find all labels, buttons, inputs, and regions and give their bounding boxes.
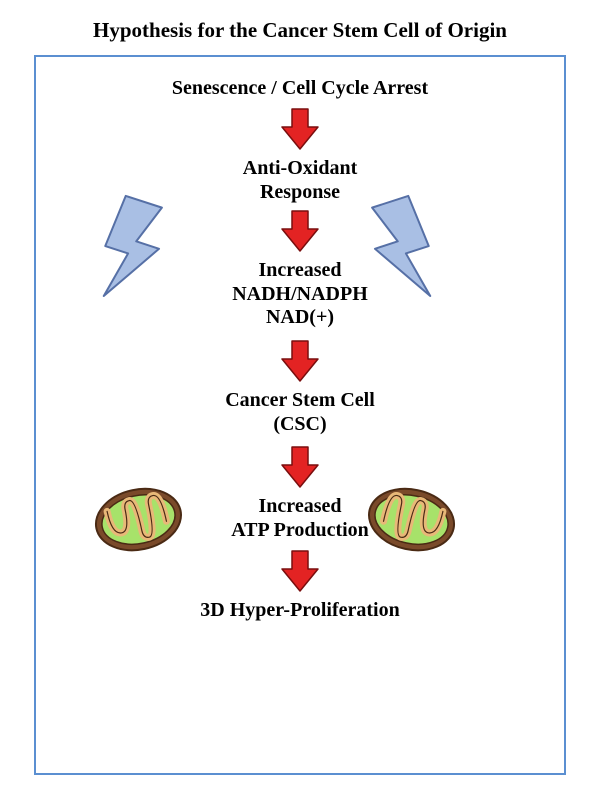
arrow-3 bbox=[280, 339, 320, 388]
arrow-5 bbox=[280, 549, 320, 598]
stage-text: Increased bbox=[259, 259, 342, 281]
stage-csc: Cancer Stem Cell (CSC) bbox=[36, 389, 564, 436]
stage-text: Response bbox=[260, 181, 340, 203]
stage-text: Cancer Stem Cell bbox=[225, 389, 375, 411]
stage-proliferation: 3D Hyper-Proliferation bbox=[36, 599, 564, 623]
stage-nadh: Increased NADH/NADPH NAD(+) bbox=[36, 259, 564, 330]
stage-text: NAD(+) bbox=[266, 306, 334, 328]
stage-text: 3D Hyper-Proliferation bbox=[200, 599, 399, 621]
stage-text: Senescence / Cell Cycle Arrest bbox=[172, 77, 428, 99]
stage-text: ATP Production bbox=[231, 519, 369, 541]
stage-atp: Increased ATP Production bbox=[36, 495, 564, 542]
stage-text: NADH/NADPH bbox=[232, 283, 368, 305]
arrow-1 bbox=[280, 107, 320, 156]
stage-senescence: Senescence / Cell Cycle Arrest bbox=[36, 77, 564, 101]
stage-text: (CSC) bbox=[273, 413, 326, 435]
arrow-4 bbox=[280, 445, 320, 494]
diagram-frame: Senescence / Cell Cycle Arrest Anti-Oxid… bbox=[34, 55, 566, 775]
stage-text: Anti-Oxidant bbox=[243, 157, 357, 179]
stage-text: Increased bbox=[259, 495, 342, 517]
diagram-title: Hypothesis for the Cancer Stem Cell of O… bbox=[0, 0, 600, 55]
arrow-2 bbox=[280, 209, 320, 258]
